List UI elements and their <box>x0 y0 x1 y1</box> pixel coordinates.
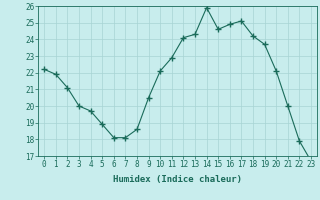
X-axis label: Humidex (Indice chaleur): Humidex (Indice chaleur) <box>113 175 242 184</box>
